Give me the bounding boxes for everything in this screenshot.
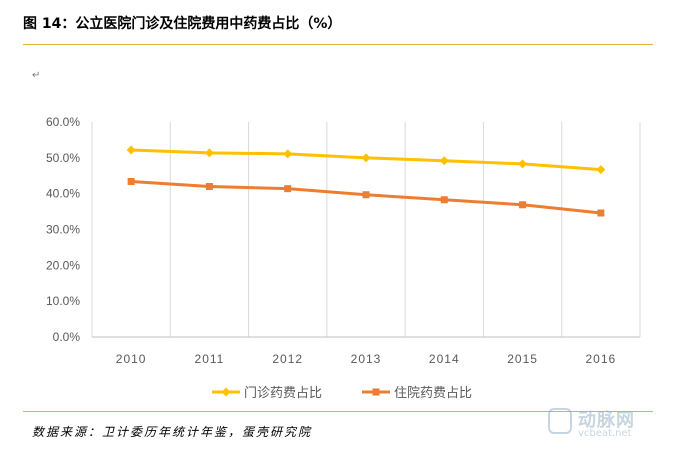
x-tick-label: 2010: [116, 352, 147, 366]
y-tick-label: 50.0%: [46, 151, 80, 165]
data-point-diamond: [126, 145, 136, 155]
data-point-diamond: [518, 159, 528, 169]
watermark-cn: 动脉网: [578, 410, 635, 431]
watermark-en: vcbeat.net: [578, 428, 632, 439]
data-point-diamond: [204, 148, 214, 158]
paragraph-mark: ↵: [32, 70, 41, 81]
data-point-diamond: [596, 165, 606, 175]
x-tick-label: 2016: [586, 352, 617, 366]
data-point-diamond: [439, 156, 449, 166]
y-tick-label: 30.0%: [46, 223, 80, 237]
legend-marker-square: [372, 388, 380, 396]
data-source-note: 数据来源：卫计委历年统计年鉴，蛋壳研究院: [32, 425, 313, 439]
chart-legend: 门诊药费占比 住院药费占比: [212, 386, 472, 401]
data-point-square: [205, 183, 213, 190]
data-point-square: [362, 191, 370, 199]
line-chart: 0.0% 10.0% 20.0% 30.0% 40.0% 50.0% 60.0% 2010 20…: [46, 115, 641, 401]
data-point-square: [127, 177, 135, 185]
x-tick-label: 2014: [429, 352, 460, 366]
footer-rule: [23, 411, 653, 412]
chart-gridlines: [91, 122, 641, 337]
figure-title: 图 14：公立医院门诊及住院费用中药费占比（%）: [23, 16, 342, 32]
data-point-diamond: [361, 153, 371, 163]
watermark-logo: 动脉网 vcbeat.net: [548, 404, 666, 442]
y-tick-label: 60.0%: [46, 115, 80, 129]
data-point-square: [284, 185, 292, 193]
y-tick-label: 40.0%: [46, 187, 80, 201]
x-tick-label: 2013: [351, 352, 382, 366]
title-underline: [23, 44, 653, 45]
vcbeat-logo-icon: [548, 408, 572, 434]
y-tick-label: 20.0%: [46, 258, 80, 272]
y-tick-label: 0.0%: [53, 330, 81, 344]
legend-marker-diamond: [221, 387, 231, 397]
legend-label-1: 门诊药费占比: [244, 386, 322, 401]
x-tick-label: 2012: [272, 352, 303, 366]
y-tick-label: 10.0%: [46, 294, 80, 308]
legend-label-2: 住院药费占比: [394, 386, 472, 401]
chart-axes: 0.0% 10.0% 20.0% 30.0% 40.0% 50.0% 60.0% 2010 20…: [46, 115, 640, 366]
data-point-square: [519, 201, 527, 209]
chart-series: [126, 145, 606, 217]
data-point-square: [440, 196, 448, 204]
data-point-square: [597, 209, 605, 217]
x-tick-label: 2015: [507, 352, 538, 366]
x-tick-label: 2011: [195, 352, 225, 366]
data-point-diamond: [283, 149, 293, 159]
